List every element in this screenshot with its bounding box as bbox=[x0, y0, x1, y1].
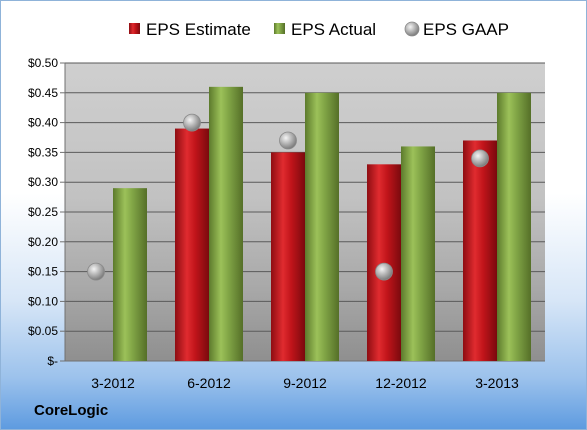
marker-eps-gaap bbox=[87, 262, 105, 281]
y-tick-label: $0.50 bbox=[28, 56, 58, 70]
bar-eps-actual bbox=[401, 146, 435, 361]
bar-eps-actual bbox=[305, 92, 339, 362]
x-tick-label: 6-2012 bbox=[187, 375, 231, 391]
bar-eps-estimate bbox=[175, 128, 209, 361]
bar-eps-estimate bbox=[367, 164, 401, 361]
marker-eps-gaap bbox=[183, 113, 201, 132]
bar-eps-actual bbox=[113, 188, 147, 361]
y-tick-label: $0.10 bbox=[28, 294, 58, 308]
y-tick-label: $0.25 bbox=[28, 205, 58, 219]
x-tick-label: 12-2012 bbox=[375, 375, 427, 391]
marker-eps-gaap bbox=[375, 262, 393, 281]
x-tick-label: 3-2013 bbox=[475, 375, 519, 391]
marker-eps-gaap bbox=[471, 149, 489, 168]
bar-eps-estimate bbox=[271, 152, 305, 361]
x-tick-label: 9-2012 bbox=[283, 375, 327, 391]
legend-eps-actual-label: EPS Actual bbox=[291, 20, 376, 39]
y-tick-label: $0.40 bbox=[28, 116, 58, 130]
x-axis-labels: 3-2012 6-2012 9-2012 12-2012 3-2013 bbox=[91, 375, 519, 391]
legend-eps-estimate-swatch bbox=[129, 23, 140, 34]
y-tick-label: $0.45 bbox=[28, 86, 58, 100]
gaap-markers bbox=[87, 113, 489, 281]
company-label: CoreLogic bbox=[34, 402, 109, 419]
y-tick-label: $0.05 bbox=[28, 324, 58, 338]
marker-eps-gaap bbox=[279, 131, 297, 150]
x-tick-label: 3-2012 bbox=[91, 375, 135, 391]
bars bbox=[113, 86, 531, 362]
bar-eps-estimate bbox=[463, 140, 497, 361]
y-tick-label: $- bbox=[47, 354, 58, 368]
legend-eps-gaap-swatch bbox=[404, 21, 420, 37]
legend-eps-estimate-label: EPS Estimate bbox=[146, 20, 251, 39]
legend-eps-gaap-label: EPS GAAP bbox=[423, 20, 509, 39]
bar-eps-actual bbox=[209, 86, 243, 361]
legend: EPS Estimate EPS Actual EPS GAAP bbox=[129, 20, 509, 39]
bar-eps-actual bbox=[497, 92, 531, 362]
y-tick-label: $0.15 bbox=[28, 265, 58, 279]
legend-eps-actual-swatch bbox=[274, 23, 285, 34]
y-tick-label: $0.35 bbox=[28, 145, 58, 159]
y-tick-label: $0.20 bbox=[28, 235, 58, 249]
y-axis-labels: $- $0.05 $0.10 $0.15 $0.20 $0.25 $0.30 $0.35 $0.… bbox=[28, 56, 58, 368]
y-tick-label: $0.30 bbox=[28, 175, 58, 189]
